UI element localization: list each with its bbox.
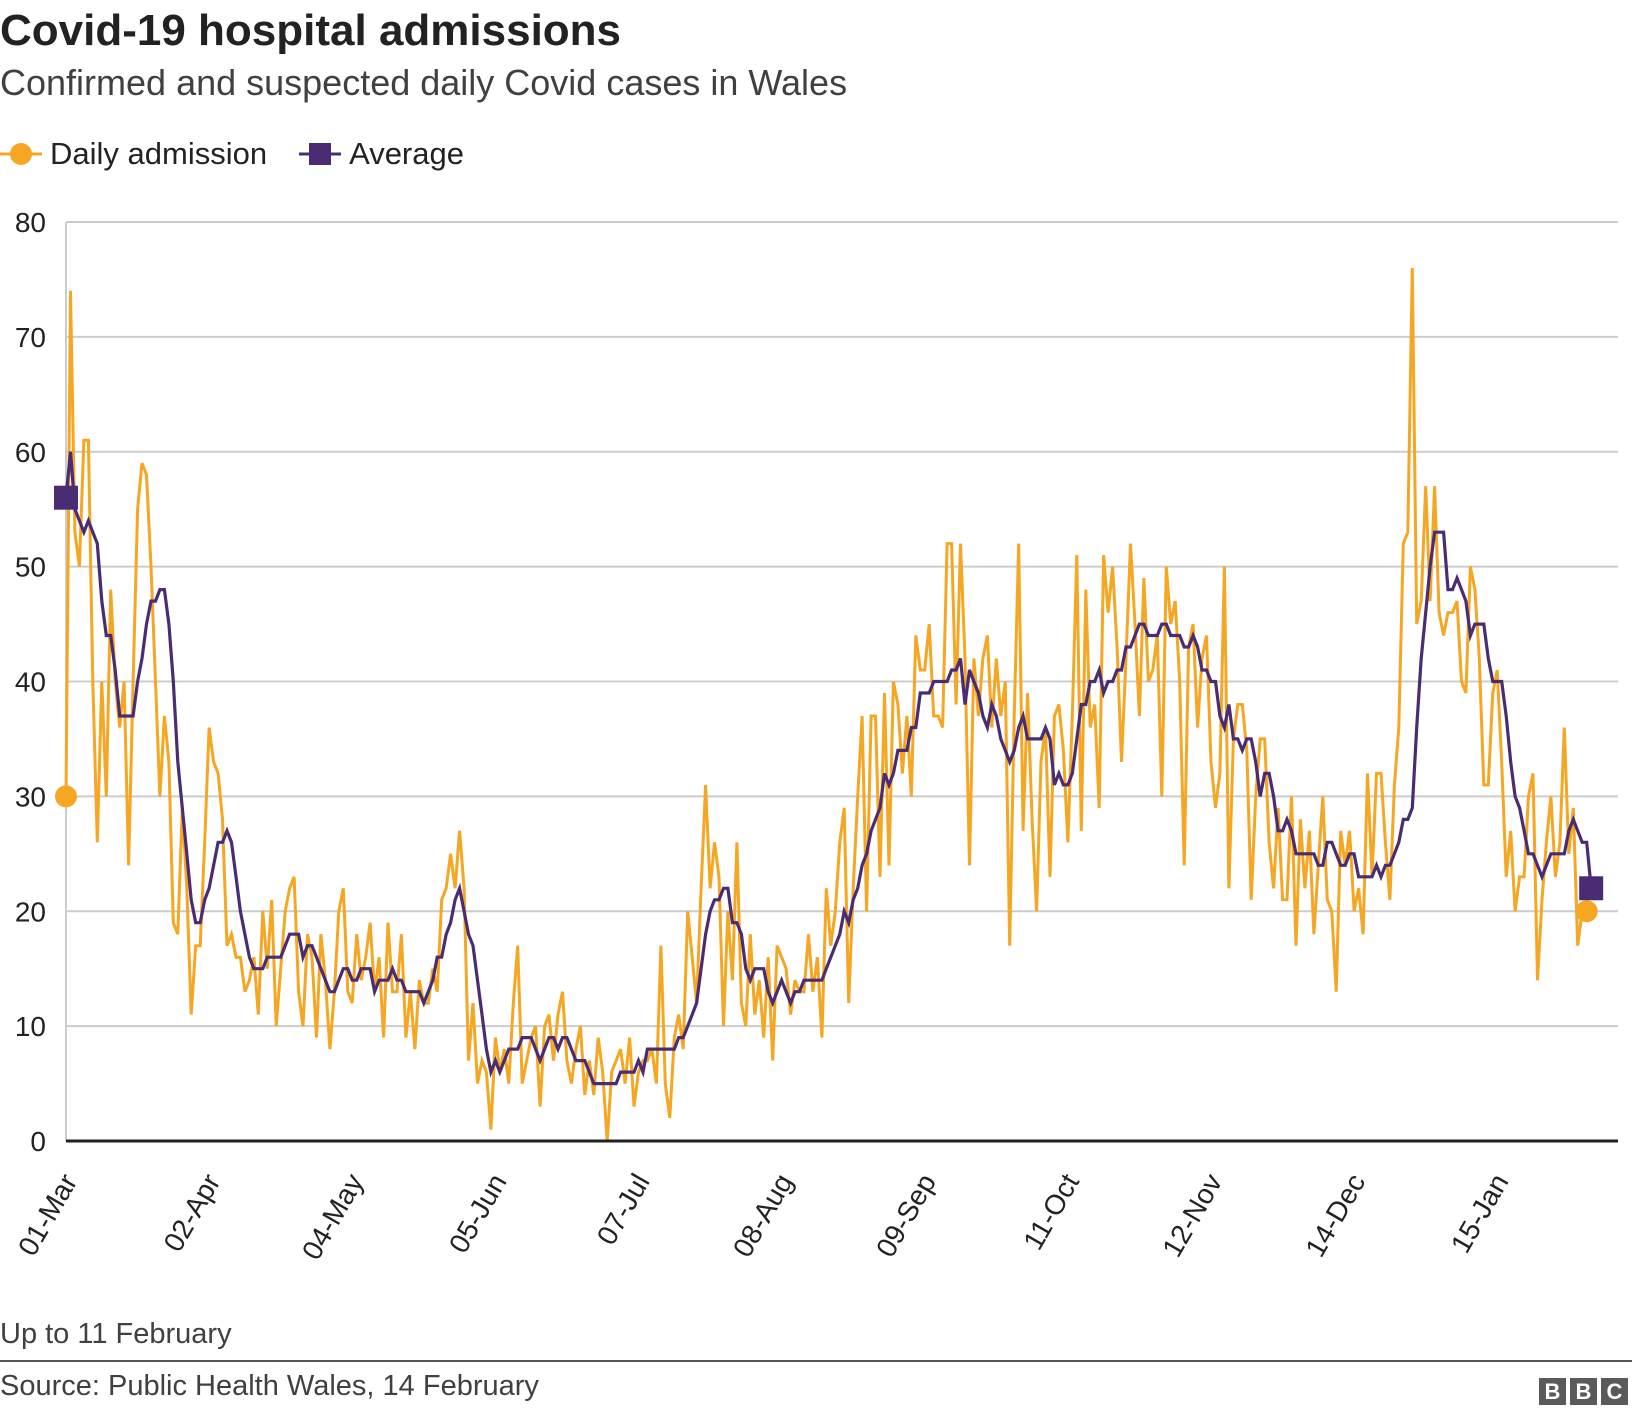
- y-tick-label: 30: [15, 781, 46, 812]
- daily-admission-endpoint-marker: [1575, 900, 1598, 923]
- y-tick-label: 0: [30, 1126, 46, 1157]
- y-tick-label: 10: [15, 1011, 46, 1042]
- bbc-logo-letter: C: [1601, 1378, 1628, 1405]
- y-tick-label: 80: [15, 207, 46, 238]
- chart-note: Up to 11 February: [0, 1318, 232, 1350]
- legend-key-square-icon: [299, 143, 342, 165]
- x-tick-label: 01-Mar: [12, 1169, 83, 1261]
- legend-key-circle-icon: [0, 143, 42, 165]
- x-tick-label: 15-Jan: [1445, 1169, 1515, 1259]
- x-tick-label: 09-Sep: [870, 1169, 942, 1263]
- y-tick-label: 70: [15, 322, 46, 353]
- x-tick-label: 12-Nov: [1156, 1169, 1228, 1263]
- daily-admission-endpoint-marker: [55, 785, 77, 808]
- legend-item-average[interactable]: Average: [299, 136, 464, 172]
- x-tick-label: 14-Dec: [1299, 1169, 1371, 1263]
- chart-title: Covid-19 hospital admissions: [0, 6, 622, 55]
- line-chart: 0 10 20 30 40 50 60 70 80 01-Mar 02-Apr 04-May 05-Ju…: [12, 207, 1618, 1265]
- chart-subtitle: Confirmed and suspected daily Covid case…: [0, 62, 848, 103]
- y-tick-label: 60: [15, 437, 46, 468]
- footer-divider: [0, 1360, 1632, 1362]
- y-tick-label: 50: [15, 552, 46, 583]
- bbc-logo-letter: B: [1570, 1378, 1597, 1405]
- legend-item-daily-admission[interactable]: Daily admission: [0, 136, 267, 172]
- legend-label-daily-admission: Daily admission: [50, 136, 268, 171]
- y-tick-label: 20: [15, 896, 46, 927]
- x-tick-label: 02-Apr: [157, 1169, 226, 1257]
- x-tick-label: 05-Jun: [443, 1169, 513, 1259]
- average-endpoint-marker: [54, 485, 78, 510]
- chart-legend: Daily admission Average: [0, 134, 496, 174]
- y-tick-label: 40: [15, 667, 46, 698]
- x-tick-label: 11-Oct: [1017, 1168, 1085, 1255]
- x-tick-label: 08-Aug: [727, 1169, 799, 1263]
- x-tick-label: 04-May: [296, 1169, 370, 1265]
- legend-label-average: Average: [349, 136, 464, 171]
- average-line: [64, 451, 1593, 1086]
- daily-admission-line: [64, 267, 1587, 1142]
- bbc-logo-letter: B: [1539, 1378, 1566, 1405]
- chart-source: Source: Public Health Wales, 14 February: [0, 1370, 539, 1402]
- x-tick-label: 07-Jul: [591, 1169, 656, 1251]
- average-endpoint-marker: [1579, 876, 1604, 901]
- bbc-logo: B B C: [1535, 1378, 1628, 1405]
